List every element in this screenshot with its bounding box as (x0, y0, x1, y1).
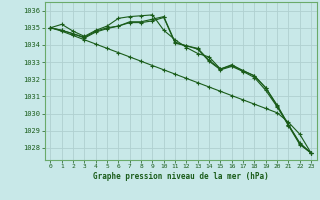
X-axis label: Graphe pression niveau de la mer (hPa): Graphe pression niveau de la mer (hPa) (93, 172, 269, 181)
